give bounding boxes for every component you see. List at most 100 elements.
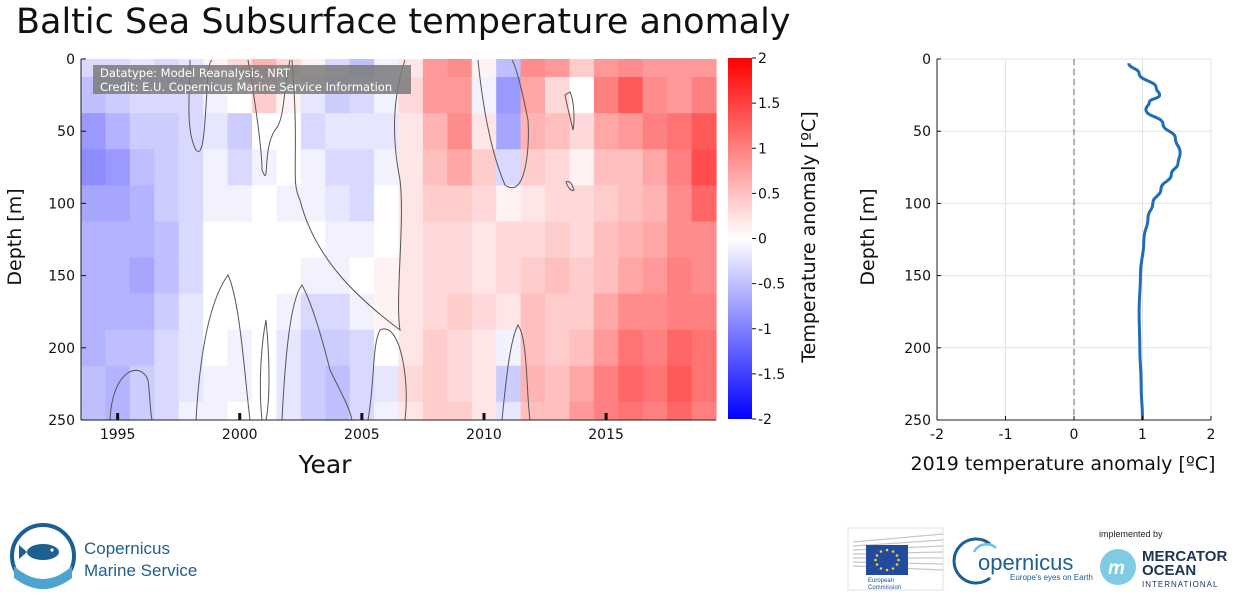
- heatmap-cell: [129, 221, 155, 259]
- heatmap-cell: [398, 293, 424, 331]
- heatmap-cell: [349, 257, 375, 295]
- heatmap-cell: [667, 221, 693, 259]
- heatmap-cell: [667, 59, 693, 78]
- heatmap-cell: [667, 185, 693, 222]
- heatmap-cell: [422, 77, 448, 114]
- heatmap-cell: [593, 77, 619, 114]
- colorbar-tick-label: 1.5: [758, 96, 780, 112]
- heatmap-cell: [691, 59, 717, 78]
- y-tick-label: 150: [904, 269, 931, 285]
- colorbar-tick-label: -1: [758, 322, 772, 338]
- heatmap-cell: [422, 149, 448, 186]
- heatmap-cell: [203, 221, 229, 259]
- heatmap-cell: [471, 257, 497, 295]
- heatmap-cell: [203, 113, 229, 150]
- y-tick-label: 50: [57, 124, 75, 140]
- heatmap-cell: [618, 365, 644, 403]
- heatmap-cell: [276, 113, 302, 150]
- heatmap-cell: [422, 293, 448, 331]
- heatmap-cell: [545, 401, 570, 421]
- heatmap-cell: [252, 401, 277, 421]
- heatmap-cell: [129, 401, 155, 421]
- heatmap-cell: [398, 149, 424, 186]
- heatmap-cell: [642, 221, 668, 259]
- profile-x-ticks: -2 -1 0 1 2: [930, 416, 1215, 443]
- heatmap-cell: [593, 329, 619, 367]
- zero-contour: [501, 324, 531, 421]
- colorbar: 2 1.5 1 0.5 0 -0.5 -1 -1.5 -2 Temperature anomal…: [728, 51, 820, 428]
- heatmap-cell: [569, 59, 595, 78]
- heatmap-cell: [374, 149, 400, 186]
- heatmap-cell: [276, 365, 302, 403]
- heatmap-cell: [618, 77, 644, 114]
- heatmap-cell: [667, 77, 693, 114]
- heatmap-cell: [618, 293, 644, 331]
- copernicus-logo: opernicus Europe's eyes on Earth: [952, 537, 1093, 585]
- y-tick-label: 250: [904, 413, 931, 429]
- x-tick-label: 1: [1138, 427, 1147, 443]
- heatmap-cell: [618, 329, 644, 367]
- heatmap-cell: [203, 185, 229, 222]
- heatmap-cell: [154, 221, 180, 259]
- heatmap-cell: [667, 401, 693, 421]
- zero-contour: [247, 59, 291, 176]
- heatmap-cell: [667, 329, 693, 367]
- colorbar-label: Temperature anomaly [ºC]: [798, 111, 820, 363]
- heatmap-cell: [154, 185, 180, 222]
- heatmap-cell: [178, 185, 204, 222]
- heatmap-cell: [349, 365, 375, 403]
- heatmap-cell: [276, 401, 302, 421]
- heatmap-cell: [618, 257, 644, 295]
- hovmoller-x-ticks: 1995 2000 2005 2010 2015: [100, 413, 624, 443]
- fish-tail-icon: [19, 545, 27, 559]
- heatmap-cell: [325, 221, 351, 259]
- mercator-line3: INTERNATIONAL: [1142, 580, 1218, 589]
- zero-contour: [195, 274, 251, 421]
- heatmap-cell: [325, 293, 351, 331]
- heatmap-cell: [178, 365, 204, 403]
- heatmap-cell: [81, 149, 106, 186]
- heatmap-cell: [374, 401, 400, 421]
- heatmap-cell: [496, 113, 522, 150]
- heatmap-cell: [227, 401, 253, 421]
- heatmap-cell: [374, 293, 400, 331]
- heatmap-cell: [178, 113, 204, 150]
- heatmap-cell: [105, 113, 131, 150]
- heatmap-cell: [447, 185, 473, 222]
- heatmap-cell: [154, 257, 180, 295]
- heatmap-cell: [642, 59, 668, 78]
- heatmap-cell: [545, 293, 570, 331]
- copernicus-word: opernicus: [978, 550, 1073, 575]
- heatmap-cell: [105, 149, 131, 186]
- annotation-box: [93, 65, 411, 94]
- heatmap-cell: [642, 149, 668, 186]
- heatmap-cell: [691, 149, 717, 186]
- heatmap-cell: [422, 257, 448, 295]
- heatmap-cell: [81, 293, 106, 331]
- zero-contour: [259, 319, 270, 421]
- heatmap-cell: [398, 365, 424, 403]
- heatmap-cell: [374, 329, 400, 367]
- heatmap-cell: [349, 293, 375, 331]
- heatmap-cell: [374, 257, 400, 295]
- y-tick-label: 100: [48, 196, 75, 212]
- colorbar-gradient: [728, 58, 752, 419]
- heatmap-cell: [447, 77, 473, 114]
- heatmap-cell: [691, 293, 717, 331]
- heatmap-cell: [129, 149, 155, 186]
- heatmap-cell: [300, 401, 326, 421]
- heatmap-cell: [203, 329, 229, 367]
- y-tick-label: 100: [904, 196, 931, 212]
- heatmap-cell: [203, 149, 229, 186]
- heatmap-cell: [325, 365, 351, 403]
- heatmap-cell: [618, 113, 644, 150]
- heatmap-cell: [545, 59, 570, 78]
- heatmap-cell: [447, 221, 473, 259]
- heatmap-cell: [227, 293, 253, 331]
- heatmap-cell: [276, 185, 302, 222]
- heatmap-cell: [496, 59, 522, 78]
- heatmap-cell: [398, 185, 424, 222]
- zero-contour: [564, 91, 575, 131]
- heatmap-cell: [471, 221, 497, 259]
- heatmap-cell: [520, 185, 546, 222]
